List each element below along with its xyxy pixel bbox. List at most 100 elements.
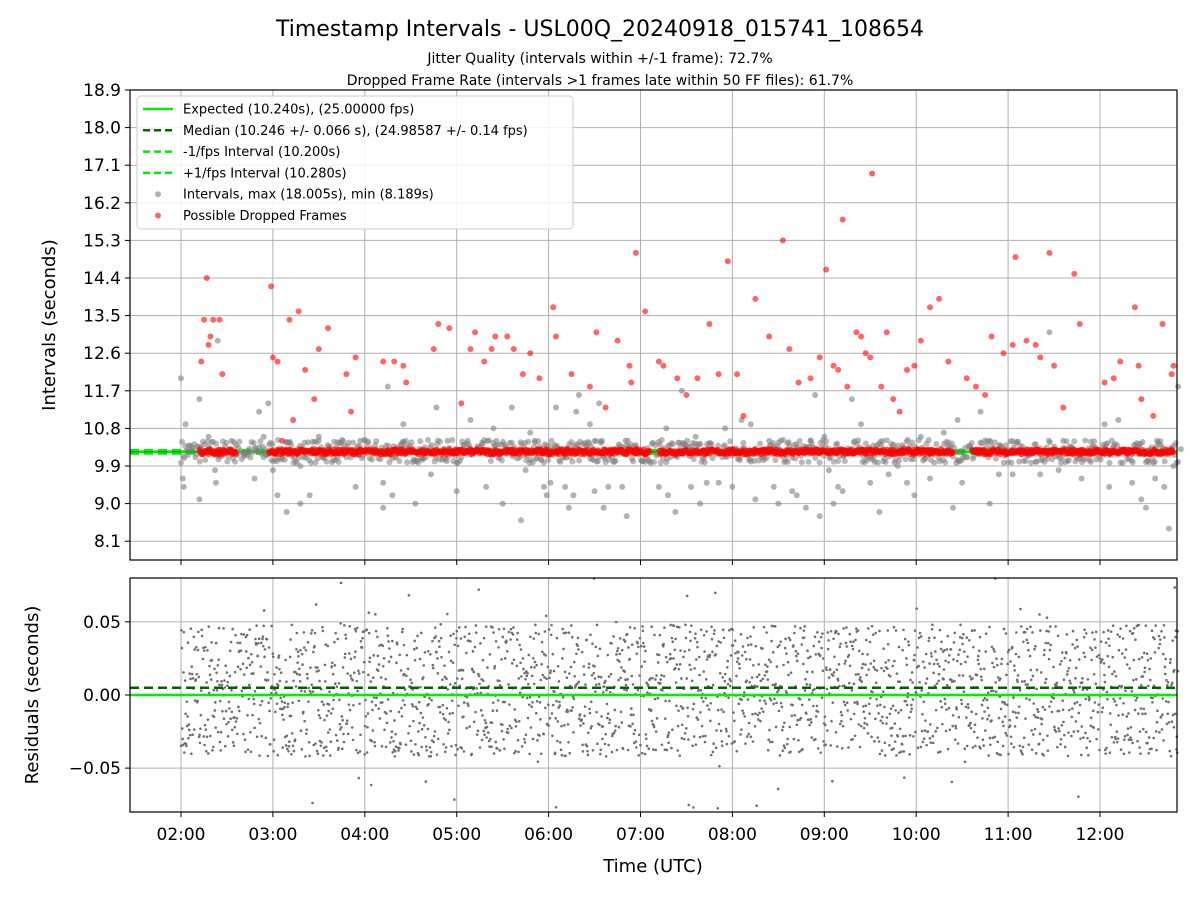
dropped-frame-point bbox=[646, 447, 653, 454]
residual-point bbox=[602, 685, 606, 688]
residual-point bbox=[1151, 696, 1155, 700]
residual-point bbox=[799, 716, 803, 720]
residual-point bbox=[1039, 629, 1042, 632]
residual-point bbox=[905, 703, 909, 707]
residual-point bbox=[965, 636, 969, 639]
residual-point bbox=[192, 635, 196, 639]
interval-point bbox=[1139, 439, 1146, 446]
residual-point bbox=[971, 677, 974, 680]
interval-point bbox=[1129, 479, 1136, 486]
residual-point bbox=[1079, 753, 1083, 757]
residual-point bbox=[795, 654, 798, 658]
residual-point bbox=[685, 594, 689, 598]
residual-point bbox=[1072, 688, 1075, 692]
residual-point bbox=[630, 674, 634, 678]
residual-point bbox=[392, 739, 395, 743]
dropped-frame-point bbox=[642, 308, 649, 315]
residual-point bbox=[680, 736, 684, 740]
residual-point bbox=[447, 720, 450, 724]
residual-point bbox=[485, 725, 489, 729]
residual-point bbox=[282, 718, 285, 721]
residual-point bbox=[723, 679, 727, 683]
residual-point bbox=[1025, 627, 1029, 631]
interval-point bbox=[531, 437, 538, 444]
residual-point bbox=[700, 724, 704, 728]
interval-point bbox=[807, 437, 814, 444]
residual-point bbox=[599, 748, 603, 752]
residual-point bbox=[398, 653, 402, 657]
residual-point bbox=[673, 666, 677, 670]
residual-point bbox=[667, 731, 671, 734]
residual-point bbox=[1103, 680, 1107, 684]
residual-point bbox=[285, 680, 288, 684]
residual-point bbox=[711, 750, 715, 754]
residual-point bbox=[189, 627, 193, 631]
residual-point bbox=[722, 710, 725, 714]
residual-point bbox=[1163, 672, 1167, 676]
residual-point bbox=[1023, 630, 1027, 634]
residual-point bbox=[692, 702, 696, 706]
dropped-frame-point bbox=[1135, 362, 1142, 369]
residual-point bbox=[771, 651, 775, 654]
residual-point bbox=[1071, 643, 1074, 646]
residual-point bbox=[247, 656, 250, 660]
residual-point bbox=[518, 643, 521, 647]
residual-point bbox=[723, 672, 727, 676]
residual-point bbox=[205, 735, 209, 739]
residual-point bbox=[687, 738, 690, 741]
residual-point bbox=[296, 661, 299, 664]
residual-point bbox=[249, 750, 253, 754]
residual-point bbox=[581, 750, 585, 753]
residual-point bbox=[1012, 745, 1016, 749]
residual-point bbox=[1007, 648, 1011, 652]
residual-point bbox=[608, 718, 612, 722]
dropped-frame-point bbox=[1046, 249, 1053, 256]
residual-point bbox=[954, 724, 957, 728]
residual-point bbox=[538, 734, 541, 737]
legend-box bbox=[136, 95, 574, 230]
residual-point bbox=[836, 679, 840, 682]
residual-point bbox=[398, 746, 401, 750]
residual-point bbox=[873, 739, 876, 743]
residual-point bbox=[343, 624, 346, 627]
dropped-frame-point bbox=[904, 366, 911, 373]
residual-point bbox=[336, 637, 340, 641]
residual-point bbox=[605, 702, 609, 706]
residual-point bbox=[610, 642, 613, 645]
residual-point bbox=[775, 665, 779, 668]
residual-point bbox=[674, 637, 677, 641]
interval-point bbox=[1058, 459, 1065, 466]
residual-point bbox=[972, 730, 976, 734]
residual-point bbox=[569, 665, 573, 669]
residual-point bbox=[483, 718, 487, 722]
interval-point bbox=[541, 483, 548, 490]
residual-point bbox=[916, 746, 920, 750]
residual-point bbox=[528, 695, 532, 699]
residual-point bbox=[739, 633, 743, 636]
residual-point bbox=[687, 648, 691, 652]
residual-point bbox=[464, 625, 467, 629]
residual-point bbox=[930, 655, 933, 658]
residual-point bbox=[701, 734, 705, 738]
residual-point bbox=[385, 721, 389, 725]
residual-point bbox=[629, 713, 633, 717]
residual-point bbox=[1118, 635, 1122, 639]
residual-point bbox=[793, 714, 797, 717]
residual-point bbox=[946, 747, 950, 751]
residual-point bbox=[583, 705, 587, 708]
residual-point bbox=[452, 632, 455, 636]
residual-point bbox=[577, 717, 581, 720]
residual-point bbox=[372, 654, 376, 657]
residual-point bbox=[1038, 732, 1042, 736]
interval-point bbox=[1087, 458, 1094, 465]
residual-point bbox=[451, 711, 455, 715]
residual-point bbox=[799, 626, 802, 630]
residual-point bbox=[494, 640, 498, 643]
legend-entry: Intervals, max (18.005s), min (8.189s) bbox=[183, 188, 434, 203]
residual-point bbox=[713, 629, 716, 632]
residual-point bbox=[931, 734, 935, 738]
residual-point bbox=[404, 743, 408, 746]
residual-point bbox=[981, 717, 984, 720]
interval-point bbox=[697, 440, 704, 447]
residual-point bbox=[787, 636, 791, 640]
